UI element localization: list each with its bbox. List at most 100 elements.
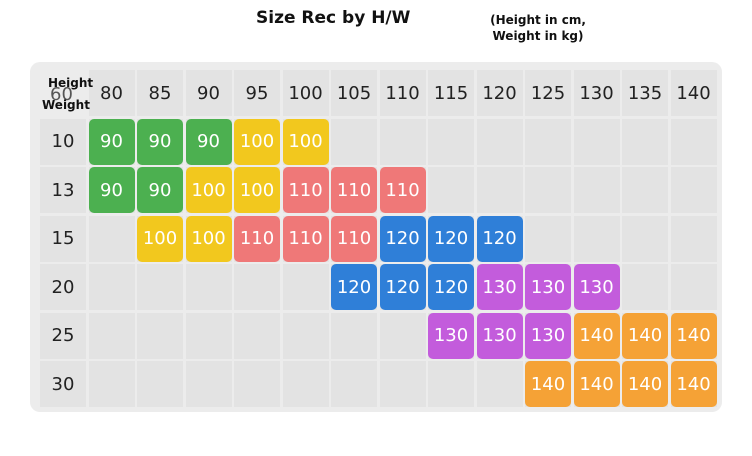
grid-cell <box>137 312 183 359</box>
size-chip: 120 <box>379 264 426 310</box>
size-chip: 100 <box>185 215 232 262</box>
grid-cell <box>137 70 183 116</box>
size-chip: 120 <box>428 264 474 310</box>
grid-cell <box>379 118 426 165</box>
size-chip: 140 <box>622 361 668 407</box>
corner-weight-label: Weight <box>42 98 90 112</box>
grid-cell <box>379 361 426 407</box>
grid-cell <box>88 70 135 116</box>
height-header: 85 <box>148 82 172 104</box>
grid-cell <box>476 361 523 407</box>
weight-header: 15 <box>51 228 75 249</box>
grid-cell <box>525 215 571 262</box>
grid-cell <box>185 264 232 310</box>
grid-cell <box>40 312 86 359</box>
grid-cell <box>525 167 571 213</box>
grid-cell <box>282 264 329 310</box>
grid-cell <box>185 361 232 407</box>
grid-cell <box>331 118 377 165</box>
size-chip: 130 <box>476 312 523 359</box>
size-chip: 130 <box>573 264 620 310</box>
grid-cell <box>282 312 329 359</box>
grid-cell <box>88 361 135 407</box>
grid-cell <box>234 70 280 116</box>
grid-cell <box>282 70 329 116</box>
size-chip: 120 <box>379 215 426 262</box>
grid-cell <box>525 118 571 165</box>
size-chip: 130 <box>525 264 571 310</box>
size-chip: 90 <box>185 118 232 165</box>
grid-cell <box>88 312 135 359</box>
grid-cell <box>331 70 377 116</box>
units-note-line1: (Height in cm, <box>490 13 586 27</box>
grid-cell <box>476 167 523 213</box>
grid-cell <box>40 118 86 165</box>
grid-cell <box>622 167 668 213</box>
height-header: 100 <box>288 82 323 104</box>
units-note-line2: Weight in kg) <box>492 29 584 43</box>
grid-cell <box>670 264 717 310</box>
chart-title: Size Rec by H/W <box>256 8 411 28</box>
grid-cell <box>573 167 620 213</box>
height-header: 90 <box>197 82 220 104</box>
grid-cell <box>428 361 474 407</box>
size-chip: 90 <box>88 167 135 213</box>
grid-cell <box>525 70 571 116</box>
grid-cell <box>40 215 86 262</box>
size-chip: 120 <box>331 264 377 310</box>
corner-partial-value: 60 <box>50 84 73 105</box>
size-chip: 140 <box>573 361 620 407</box>
grid-cell <box>622 70 668 116</box>
grid-cell <box>670 215 717 262</box>
size-chip: 100 <box>185 167 232 213</box>
size-chip: 120 <box>476 215 523 262</box>
size-chip: 140 <box>525 361 571 407</box>
grid-cell <box>185 312 232 359</box>
grid-cell <box>670 70 717 116</box>
grid-cell <box>573 215 620 262</box>
size-chip: 110 <box>379 167 426 213</box>
size-chip: 140 <box>670 361 717 407</box>
size-chip: 110 <box>234 215 280 262</box>
height-header: 95 <box>245 82 269 104</box>
grid-cell <box>573 70 620 116</box>
grid-cell <box>379 70 426 116</box>
grid-cell <box>573 118 620 165</box>
grid-cell <box>40 167 86 213</box>
grid-cell <box>428 70 474 116</box>
grid-cell <box>476 118 523 165</box>
grid-cell <box>622 215 668 262</box>
height-header: 135 <box>627 82 663 104</box>
size-chip: 100 <box>282 118 329 165</box>
grid-cell <box>137 361 183 407</box>
height-header: 130 <box>579 82 614 104</box>
size-chip: 100 <box>234 167 280 213</box>
weight-header: 25 <box>51 325 75 346</box>
grid-cell <box>428 167 474 213</box>
size-chip: 110 <box>331 215 377 262</box>
size-chip: 110 <box>331 167 377 213</box>
size-chip: 110 <box>282 215 329 262</box>
size-chip: 120 <box>428 215 474 262</box>
size-chip: 100 <box>137 215 183 262</box>
grid-cell <box>40 361 86 407</box>
grid-cell <box>88 215 135 262</box>
grid-cell <box>234 264 280 310</box>
grid-cell <box>476 70 523 116</box>
grid-cell <box>331 361 377 407</box>
weight-header: 10 <box>51 131 75 152</box>
size-chip: 90 <box>137 167 183 213</box>
height-header: 115 <box>433 82 469 104</box>
height-header: 110 <box>385 82 420 104</box>
weight-header: 13 <box>51 179 75 201</box>
grid-cell <box>137 264 183 310</box>
grid-cell <box>622 118 668 165</box>
weight-header: 20 <box>51 276 75 298</box>
grid-cell <box>282 361 329 407</box>
grid-cell <box>185 70 232 116</box>
size-chip: 130 <box>428 312 474 359</box>
height-header: 80 <box>100 82 123 104</box>
size-chip: 90 <box>137 118 183 165</box>
size-chip: 140 <box>670 312 717 359</box>
grid-cell <box>379 312 426 359</box>
